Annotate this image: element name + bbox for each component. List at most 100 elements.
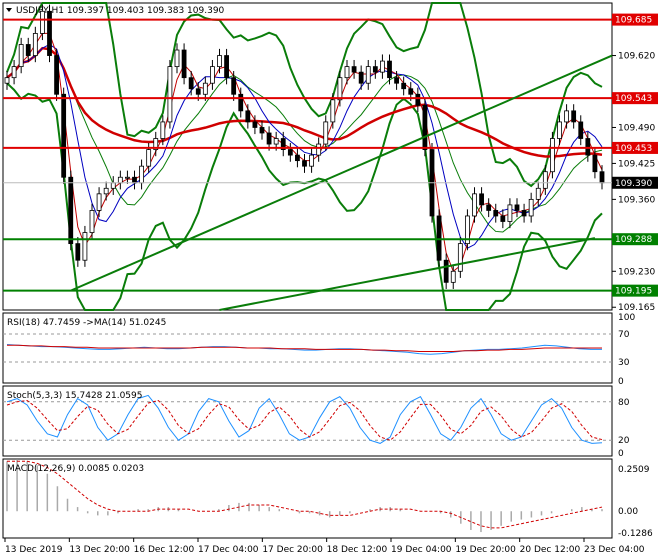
candle-body [167,66,173,123]
candle-body [323,121,329,145]
candle-body [330,99,336,123]
candle-body [436,215,442,261]
macd-scale-label: 0.00 [618,507,638,517]
candle-body [259,127,265,134]
rsi-line [6,344,602,355]
level-tag [612,233,658,246]
price-tick-label: 109.230 [618,267,655,277]
rsi-scale-label: 100 [618,313,635,323]
candle-body [18,44,24,68]
level-tag [612,141,658,154]
price-tick-label: 109.490 [618,123,655,133]
stoch-scale-label: 0 [618,449,624,459]
candle-body [309,154,314,167]
candle-body [450,270,456,283]
candle-body [202,82,208,95]
stoch-scale-label: 20 [618,436,630,446]
candle-body [160,121,166,139]
main-panel-frame [2,2,613,311]
lower-trend-line [219,237,596,311]
candle-body [358,71,364,84]
candle-body [280,138,286,150]
stoch-k-line [6,394,603,444]
candle-body [472,193,477,217]
candle-body [82,232,88,261]
candle-body [231,77,237,95]
candle-body [380,60,385,73]
macd-signal-line [7,460,603,529]
candle-body [351,66,357,73]
price-tick-label: 109.360 [618,195,655,205]
candle-body [238,93,244,112]
rising-trend-line [70,54,613,292]
candle-body [47,10,52,56]
candle-body [493,210,499,217]
current-price-tag [612,176,658,189]
level-tag [612,92,658,105]
bollinger-middle-band [6,47,603,233]
candle-body [181,49,187,79]
time-tick-label: 16 Dec 12:00 [134,545,195,555]
rsi-ma-line [7,344,602,352]
macd-panel-frame [2,458,613,539]
candle-body [316,143,322,156]
current-price-label: 109.390 [615,179,652,189]
candle-body [245,110,251,123]
candle-body [153,138,159,150]
time-tick-label: 19 Dec 04:00 [391,545,452,555]
time-tick-label: 19 Dec 20:00 [455,545,516,555]
candle-body [422,104,428,150]
candle-body [599,171,605,184]
time-tick-label: 20 Dec 12:00 [520,545,581,555]
stoch-d-line [6,399,603,441]
candle-body [507,204,513,222]
candle-body [500,215,506,222]
rsi-scale-label: 70 [618,330,630,340]
candle-body [578,121,584,139]
level-tag-label: 109.195 [615,287,652,297]
price-tick-label: 109.425 [618,159,655,169]
candle-body [75,243,81,261]
time-tick-label: 23 Dec 04:00 [584,545,645,555]
candle-body [89,210,95,233]
candle-body [387,60,392,79]
candle-body [394,77,399,84]
candle-body [125,176,130,179]
level-tag [612,13,658,26]
candle-body [514,204,520,211]
candle-body [550,138,555,173]
candle-body [195,88,201,95]
rsi-scale-label: 0 [618,377,624,387]
candle-body [528,198,534,217]
candle-body [302,160,307,167]
level-tag-label: 109.685 [615,16,652,26]
candle-body [287,149,293,156]
level-tag-label: 109.453 [615,144,652,154]
candle-body [542,171,548,189]
candle-body [564,110,569,123]
candle-body [68,176,74,245]
candle-body [295,154,300,162]
candle-body [535,187,541,200]
candle-body [110,182,116,189]
candle-body [443,259,449,283]
time-tick-label: 13 Dec 2019 [5,545,63,555]
macd-label: MACD(12,26,9) 0.0085 0.0203 [7,464,144,474]
macd-scale-label: -0.1286 [618,529,653,539]
price-tick-label: 109.620 [618,52,655,62]
candle-body [372,66,378,73]
candle-body [337,77,343,101]
candle-body [408,88,414,95]
candle-body [174,49,180,68]
candle-body [365,66,371,84]
symbol-header: USDJPY,H1 109.397 109.403 109.383 109.39… [16,6,225,16]
candle-body [210,66,215,84]
rsi-label: RSI(18) 47.7459 ->MA(14) 51.0245 [7,318,166,328]
candle-body [486,204,492,211]
candle-body [11,66,17,79]
candle-body [117,176,123,184]
candle-body [224,55,229,79]
candle-body [465,215,470,245]
candle-body [479,193,484,206]
candle-body [54,55,59,95]
